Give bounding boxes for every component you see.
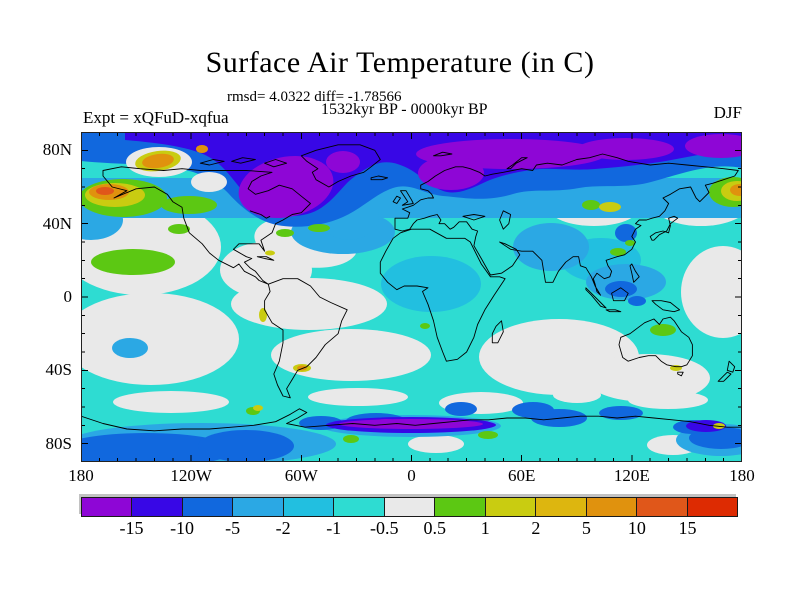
coastlines (81, 144, 742, 432)
colorbar-segment (384, 498, 436, 516)
colorbar-segment (82, 498, 133, 516)
lat-tick-label: 40S (45, 360, 72, 380)
lon-tick-label: 0 (407, 466, 416, 485)
colorbar-tick-label: 0.5 (423, 518, 447, 538)
colorbar-segment (233, 498, 284, 516)
colorbar-segment (536, 498, 587, 516)
colorbar-tick-label: -1 (326, 518, 342, 538)
colorbar-tick-label: -5 (225, 518, 241, 538)
colorbar-segment (485, 498, 537, 516)
colorbar-tick-label: 2 (531, 518, 541, 538)
colorbar-legend (81, 497, 738, 517)
colorbar-segment (435, 498, 486, 516)
colorbar-tick-label: 1 (480, 518, 490, 538)
colorbar-segment (334, 498, 385, 516)
lon-tick-label: 180 (729, 466, 755, 485)
colorbar-tick-label: 5 (581, 518, 591, 538)
colorbar-tick-label: 15 (678, 518, 697, 538)
colorbar-segment (283, 498, 335, 516)
lat-tick-label: 80S (45, 433, 72, 453)
experiment-label: Expt = xQFuD-xqfua (83, 108, 229, 127)
colorbar-segment (182, 498, 234, 516)
contour-fill-blobs (81, 132, 742, 462)
lon-tick-label: 60W (284, 466, 318, 485)
temperature-anomaly-world-map (81, 132, 742, 462)
colorbar-tick-label: -15 (119, 518, 144, 538)
colorbar-segment (687, 498, 738, 516)
lon-tick-label: 120W (170, 466, 212, 485)
comparison-period-label: 1532kyr BP - 0000kyr BP (321, 101, 488, 118)
colorbar-segment (586, 498, 638, 516)
colorbar-tick-label: -2 (275, 518, 291, 538)
map-frame (81, 132, 742, 462)
lat-tick-label: 80N (42, 140, 72, 160)
lon-tick-label: 120E (613, 466, 650, 485)
colorbar-tick-label: -10 (170, 518, 195, 538)
stats-line: rmsd= 4.0322 diff= -1.78566 (227, 89, 402, 105)
lon-tick-label: 60E (507, 466, 536, 485)
colorbar-segment (132, 498, 183, 516)
lat-tick-label: 40N (42, 213, 72, 233)
colorbar-segment (637, 498, 688, 516)
lon-tick-label: 180 (68, 466, 94, 485)
colorbar-tick-label: -0.5 (369, 518, 399, 538)
colorbar-tick-label: 10 (627, 518, 646, 538)
figure-title: Surface Air Temperature (in C) (205, 46, 595, 79)
season-label: DJF (713, 103, 742, 122)
map-border (81, 132, 742, 462)
lat-tick-label: 0 (63, 287, 73, 306)
